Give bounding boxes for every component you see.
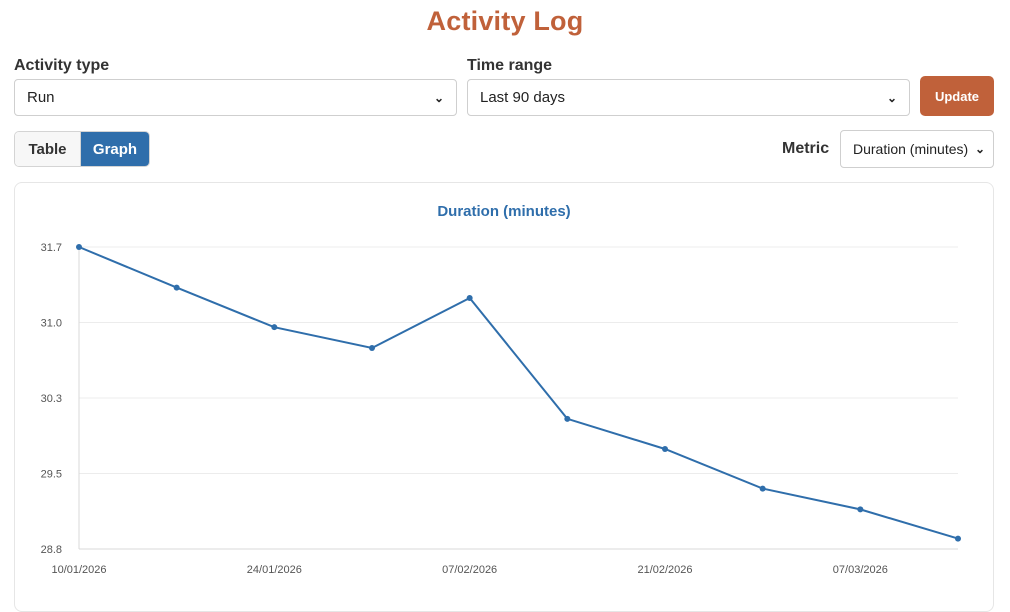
data-point [662, 446, 668, 453]
y-tick-label: 29.5 [41, 469, 62, 481]
table-view-button[interactable]: Table [15, 132, 81, 166]
data-point [76, 244, 82, 250]
chart-title: Duration (minutes) [437, 203, 571, 220]
time-range-select[interactable]: Last 90 days ⌄ [467, 79, 910, 116]
time-range-value: Last 90 days [480, 89, 566, 106]
chevron-down-icon: ⌄ [886, 90, 897, 105]
data-point [955, 535, 961, 542]
data-point [466, 295, 473, 302]
activity-type-label: Activity type [14, 57, 110, 74]
data-point [564, 415, 571, 422]
chevron-down-icon: ⌄ [433, 90, 444, 105]
y-tick-label: 31.7 [41, 242, 62, 254]
time-range-label: Time range [467, 57, 553, 74]
metric-value: Duration (minutes) [853, 141, 969, 157]
activity-type-value: Run [27, 89, 55, 106]
x-tick-label: 07/03/2026 [833, 564, 888, 576]
metric-select[interactable]: Duration (minutes) ⌄ [840, 130, 994, 168]
data-point [857, 506, 864, 513]
y-tick-label: 28.8 [41, 544, 62, 556]
x-tick-label: 07/02/2026 [442, 564, 497, 576]
y-tick-label: 30.3 [41, 393, 62, 405]
chart-panel [14, 182, 994, 612]
page-title: Activity Log [426, 6, 584, 36]
view-toggle: Table Graph [14, 131, 150, 167]
activity-type-select[interactable]: Run ⌄ [14, 79, 457, 116]
graph-view-button[interactable]: Graph [81, 132, 149, 166]
data-point [369, 345, 375, 352]
y-tick-label: 31.0 [41, 318, 62, 330]
x-tick-label: 21/02/2026 [637, 564, 692, 576]
data-point [271, 324, 278, 331]
update-button[interactable]: Update [920, 76, 994, 116]
x-tick-label: 24/01/2026 [247, 564, 302, 576]
data-point [173, 284, 180, 291]
data-point [759, 485, 766, 492]
series-line [78, 246, 959, 540]
chevron-down-icon: ⌄ [974, 142, 985, 156]
metric-label: Metric [782, 140, 830, 157]
x-tick-label: 10/01/2026 [51, 564, 106, 576]
